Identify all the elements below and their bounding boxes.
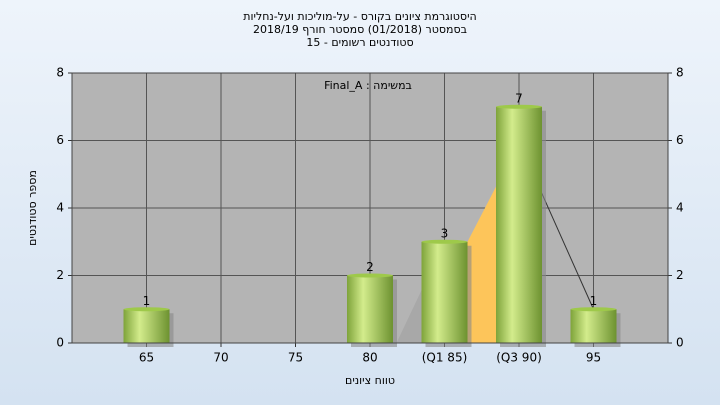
bar [496, 106, 542, 343]
plot-border [71, 72, 669, 344]
bar-cap [570, 307, 617, 312]
bar-cap [123, 307, 170, 312]
annotation: במשימה : Final_A [324, 79, 412, 92]
chart-title: היסטוגרמת ציונים בקורס - על-מוליכות ועל-… [243, 10, 476, 23]
x-tick-label: (Q3 90) [496, 351, 542, 365]
y-tick-label: 8 [56, 66, 64, 80]
data-label: 1 [590, 294, 598, 308]
bar [347, 275, 393, 343]
bar [123, 309, 170, 343]
y-tick-label: 0 [56, 336, 64, 350]
subtitle: סטודנטים רשומים - 15 [306, 36, 413, 49]
data-label: 1 [143, 294, 151, 308]
x-tick-label: (Q1 85) [422, 351, 468, 365]
x-tick-label: 70 [213, 351, 228, 365]
x-tick-label: 65 [139, 351, 154, 365]
bar [570, 309, 617, 343]
subtitle: בסמסטר (01/2018) סמסטר חורף 2018/19 [253, 23, 467, 36]
bar-cap [347, 273, 393, 278]
x-tick-label: 75 [288, 351, 303, 365]
data-label: 3 [441, 226, 449, 240]
data-label: 7 [515, 91, 523, 105]
data-label: 2 [366, 260, 374, 274]
y2-tick-label: 8 [676, 66, 684, 80]
x-axis-label: טווח ציונים [345, 374, 395, 387]
x-tick-label: 95 [586, 351, 601, 365]
y-axis-label: מספר סטודנטים [26, 170, 39, 246]
y2-tick-label: 2 [676, 268, 684, 282]
y2-tick-label: 0 [676, 336, 684, 350]
y-tick-label: 6 [56, 133, 64, 147]
y-tick-label: 4 [56, 201, 64, 215]
bar [421, 241, 468, 343]
bar-cap [496, 104, 542, 109]
bar-cap [421, 239, 468, 244]
y2-tick-label: 4 [676, 201, 684, 215]
x-tick-label: 80 [362, 351, 377, 365]
y2-tick-label: 6 [676, 133, 684, 147]
y-tick-label: 2 [56, 268, 64, 282]
